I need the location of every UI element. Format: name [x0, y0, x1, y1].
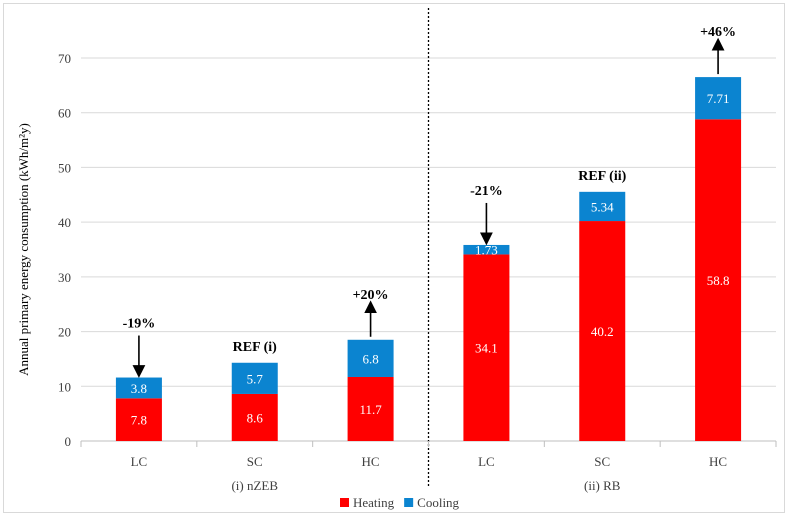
data-label-heating: 34.1 [475, 341, 498, 356]
bar-cooling [231, 362, 278, 394]
bar-cooling [579, 191, 626, 222]
bar-heating [115, 398, 162, 441]
data-label-cooling: 5.7 [247, 371, 264, 386]
x-tick-label: HC [709, 454, 727, 469]
y-tick-label: 30 [58, 270, 71, 285]
bar-heating [231, 393, 278, 441]
bar-heating [347, 376, 394, 441]
y-tick-label: 60 [58, 106, 71, 121]
legend-swatch [340, 498, 349, 507]
bar-heating [579, 221, 626, 441]
data-label-cooling: 7.71 [707, 91, 730, 106]
y-tick-label: 40 [58, 215, 71, 230]
y-tick-label: 20 [58, 325, 71, 340]
legend-label: Cooling [417, 495, 459, 510]
y-tick-label: 10 [58, 379, 71, 394]
group-label: (i) nZEB [231, 478, 278, 493]
y-tick-label: 70 [58, 51, 71, 66]
y-axis-label: Annual primary energy consumption (kWh/m… [16, 123, 31, 376]
data-label-heating: 40.2 [591, 324, 614, 339]
bar-cooling [695, 77, 742, 120]
annotation-label: -19% [123, 317, 156, 332]
group-label: (ii) RB [584, 478, 621, 493]
bar-cooling [115, 377, 162, 399]
y-tick-label: 0 [65, 434, 72, 449]
bar-heating [463, 254, 510, 441]
x-tick-label: SC [247, 454, 263, 469]
annotation-label: +20% [353, 288, 389, 303]
x-tick-label: LC [131, 454, 148, 469]
annotation-label: -21% [470, 184, 503, 199]
y-tick-label: 50 [58, 160, 71, 175]
data-label-heating: 11.7 [359, 402, 382, 417]
data-label-heating: 58.8 [707, 273, 730, 288]
x-tick-label: SC [594, 454, 610, 469]
annotation-label: REF (i) [233, 340, 278, 355]
data-label-cooling: 6.8 [362, 351, 378, 366]
bar-cooling [347, 339, 394, 377]
data-label-heating: 8.6 [247, 410, 264, 425]
data-label-heating: 7.8 [131, 413, 147, 428]
data-label-cooling: 3.8 [131, 381, 147, 396]
x-tick-label: HC [362, 454, 380, 469]
annotation-label: REF (ii) [578, 169, 626, 184]
bar-cooling [463, 244, 510, 255]
legend-label: Heating [353, 495, 395, 510]
legend-swatch [404, 498, 414, 507]
annotation-label: +46% [700, 25, 736, 40]
bar-heating [695, 119, 742, 441]
data-label-cooling: 1.73 [475, 243, 498, 258]
x-tick-label: LC [478, 454, 495, 469]
data-label-cooling: 5.34 [591, 199, 614, 214]
